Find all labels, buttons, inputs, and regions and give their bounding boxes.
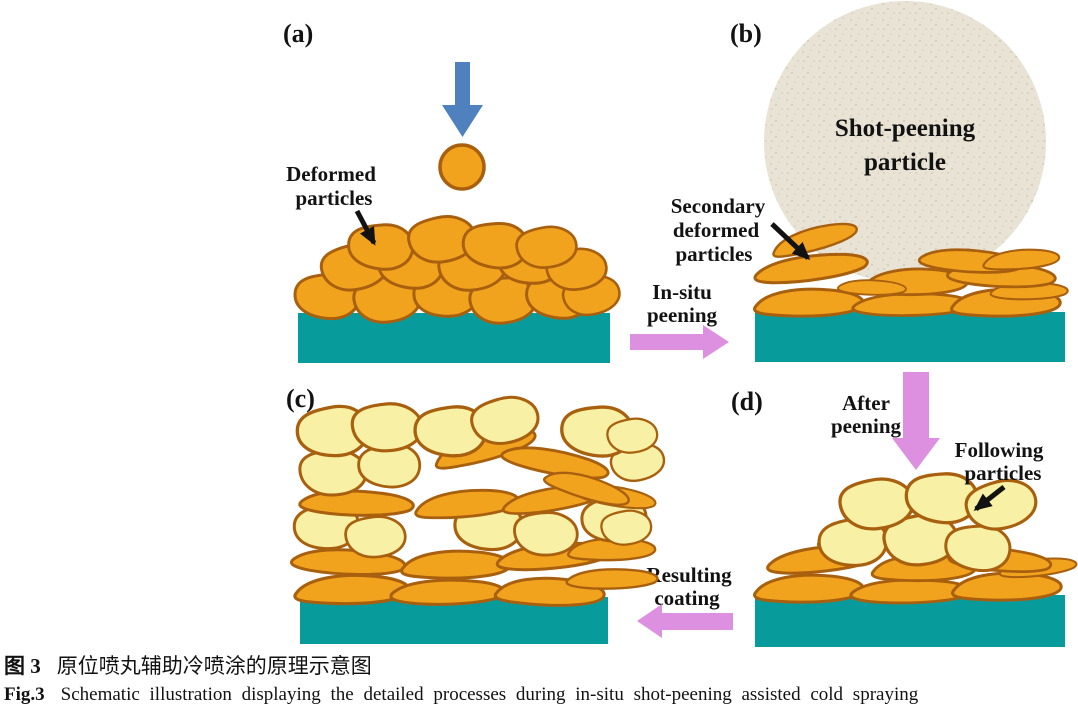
- deformed-particles-label-line1: Deformed: [286, 162, 376, 186]
- after-peening-label-line1: After: [842, 391, 890, 415]
- resulting-coating-arrow: [637, 604, 733, 638]
- following-particles-label-line1: Following: [955, 438, 1044, 462]
- secondary-deformed-label-line2: deformed: [673, 218, 760, 242]
- caption-zh-label: 图 3: [4, 654, 41, 678]
- panel-label-d: (d): [731, 387, 763, 416]
- after-peening-label-line2: peening: [831, 414, 902, 438]
- in-situ-peening-label-line2: peening: [647, 303, 718, 327]
- resulting-coating-label-line2: coating: [654, 586, 720, 610]
- in-situ-peening-label-line1: In-situ: [652, 280, 712, 304]
- deformed-particles-arrow: [354, 209, 377, 246]
- secondary-deformed-label-line3: particles: [676, 242, 753, 266]
- in-situ-peening-arrow: [630, 325, 729, 359]
- following-particles-arrow: [973, 485, 1006, 511]
- caption-en: Fig.3 Schematic illustration displaying t…: [4, 684, 918, 706]
- following-particle-pile: [816, 469, 1040, 575]
- panel-label-a: (a): [283, 19, 313, 48]
- substrate-a: [298, 313, 610, 363]
- resulting-coating-label-line1: Resulting: [646, 563, 732, 587]
- after-peening-arrow: [892, 372, 940, 470]
- substrate-b: [755, 312, 1065, 362]
- shot-peening-label-line1: Shot-peening: [835, 115, 976, 142]
- caption-en-label: Fig.3: [4, 684, 45, 705]
- shot-peening-particle: [764, 1, 1046, 283]
- secondary-deformed-arrow: [770, 222, 811, 261]
- secondary-deformed-label-line1: Secondary: [671, 194, 766, 218]
- shot-peening-label-line2: particle: [864, 149, 946, 176]
- caption-zh-title: 原位喷丸辅助冷喷涂的原理示意图: [56, 654, 372, 678]
- following-particles-label-line2: particles: [965, 461, 1042, 485]
- impact-velocity-arrow: [442, 62, 483, 137]
- panel-label-c: (c): [286, 384, 315, 413]
- panel-label-b: (b): [730, 19, 762, 48]
- caption-en-title: Schematic illustration displaying the de…: [60, 684, 919, 705]
- deformed-particle-pile: [292, 214, 623, 325]
- resulting-coating-structure: [289, 393, 667, 610]
- figure-canvas: (a) Deformed particles (b) Shot-peening …: [283, 1, 1078, 647]
- deformed-particles-label-line2: particles: [296, 186, 373, 210]
- caption-zh: 图 3 原位喷丸辅助冷喷涂的原理示意图: [4, 650, 372, 680]
- incoming-particle: [438, 143, 486, 191]
